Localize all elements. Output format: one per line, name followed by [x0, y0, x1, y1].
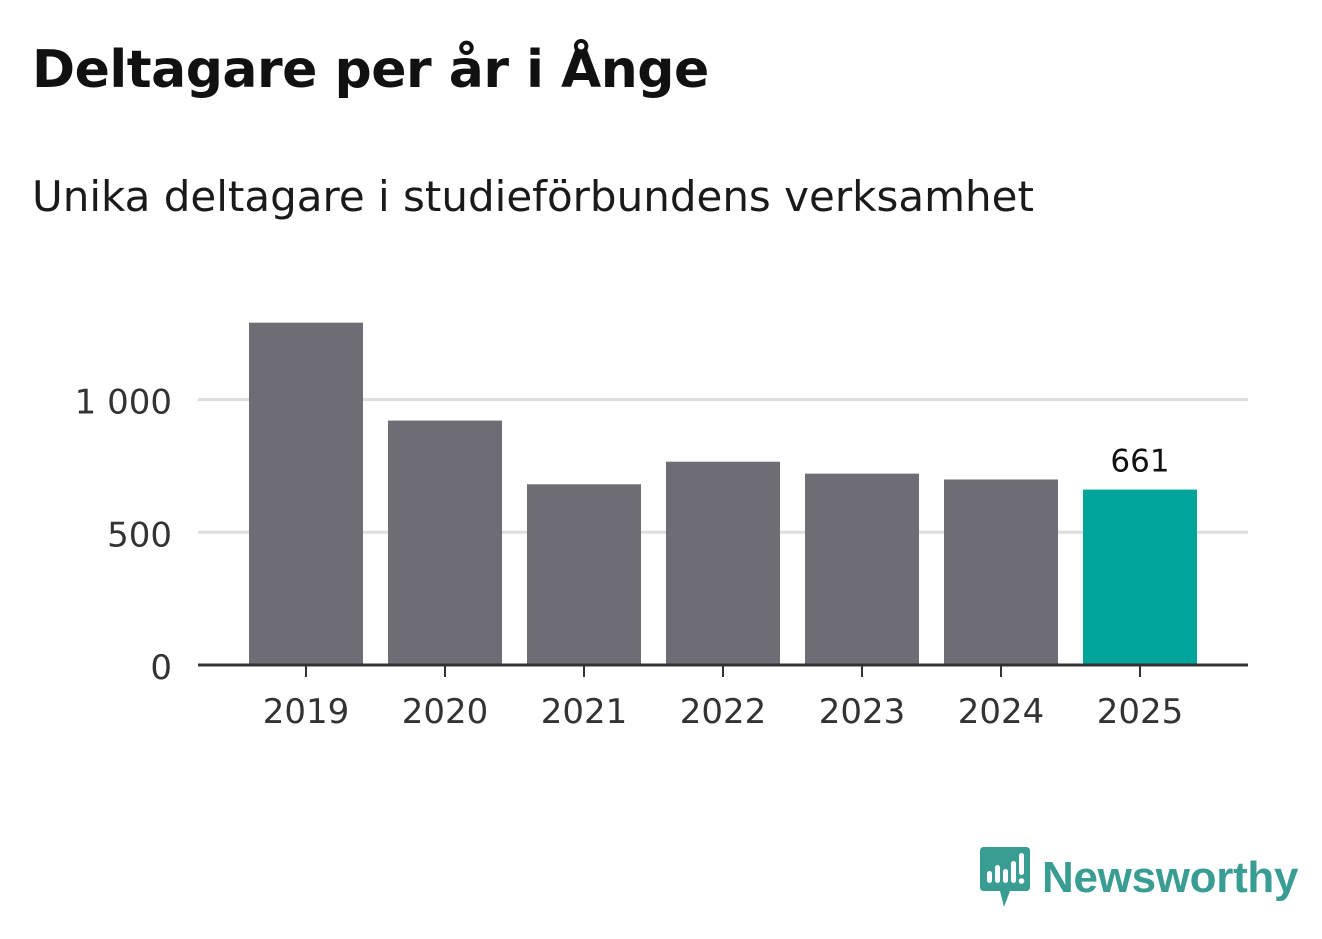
label-layer: 0 500 1 000 2019 2020 2021 2022 2023 2024 2025 661 [75, 383, 1184, 732]
y-tick-label: 0 [150, 648, 172, 688]
y-tick-label: 500 [107, 515, 172, 555]
x-tick-label: 2023 [819, 692, 906, 732]
x-tick-label: 2019 [263, 692, 350, 732]
bar-2022 [666, 461, 780, 665]
y-tick-label: 1 000 [75, 383, 172, 423]
bar-layer [249, 322, 1197, 665]
bar-2019 [249, 322, 363, 665]
x-tick-label: 2020 [402, 692, 489, 732]
newsworthy-logo-icon [980, 847, 1030, 907]
chart-title: Deltagare per år i Ånge [32, 40, 709, 100]
x-tick-label: 2025 [1097, 692, 1184, 732]
bar-2023 [805, 473, 919, 665]
bar-2021 [527, 484, 641, 665]
brand-logo: Newsworthy [980, 846, 1298, 910]
bar-2020 [388, 420, 502, 665]
x-tick-label: 2021 [541, 692, 628, 732]
chart-subtitle: Unika deltagare i studieförbundens verks… [32, 172, 1034, 221]
x-tick-label: 2022 [680, 692, 767, 732]
bar-2025 [1083, 489, 1197, 665]
bar-2024 [944, 479, 1058, 665]
x-tick-label: 2024 [958, 692, 1045, 732]
data-label-2025: 661 [1110, 444, 1169, 480]
axis-layer [198, 663, 1248, 677]
brand-name: Newsworthy [1042, 853, 1299, 902]
